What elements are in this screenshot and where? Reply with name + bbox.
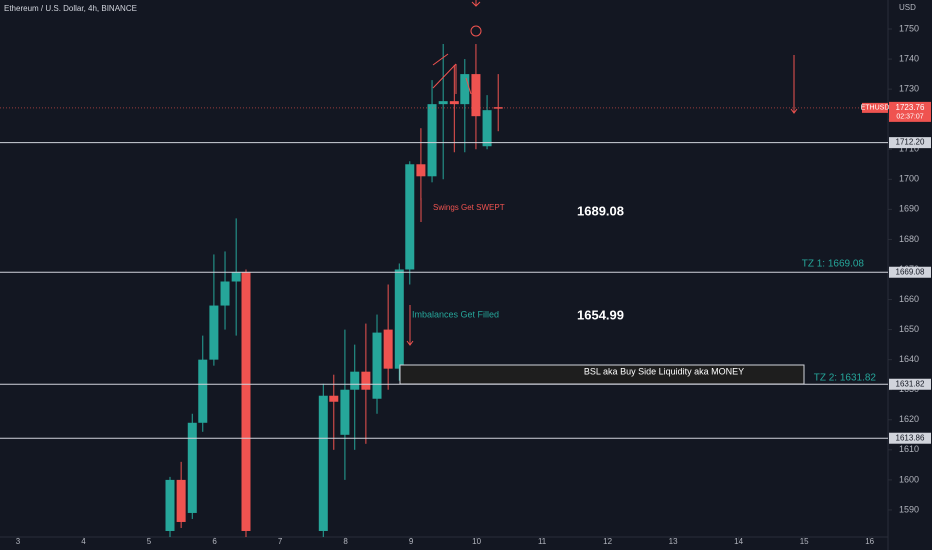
y-tick-label: 1650 xyxy=(899,324,919,334)
x-tick-label: 9 xyxy=(409,537,414,546)
candle-body xyxy=(329,395,339,402)
candle-body xyxy=(209,305,219,360)
price-tag xyxy=(889,101,931,122)
y-tick-label: 1690 xyxy=(899,204,919,214)
candle-body xyxy=(187,422,197,513)
y-tick-label: 1600 xyxy=(899,474,919,484)
candle-body xyxy=(427,104,437,177)
chart-title: Ethereum / U.S. Dollar, 4h, BINANCE xyxy=(4,4,137,13)
level-tag xyxy=(889,266,931,278)
axis-unit: USD xyxy=(899,3,916,12)
countdown-label: 02:37:07 xyxy=(896,114,923,121)
candle-body xyxy=(231,272,241,282)
x-tick-label: 15 xyxy=(800,537,809,546)
level-label: 1613.86 xyxy=(896,433,925,442)
symbol-tag xyxy=(862,102,888,113)
x-tick-label: 7 xyxy=(278,537,283,546)
candle-body xyxy=(449,101,459,105)
x-tick-label: 11 xyxy=(538,537,547,546)
candle-body xyxy=(350,371,360,390)
x-tick-label: 14 xyxy=(734,537,743,546)
x-tick-label: 10 xyxy=(472,537,481,546)
imbalance-arrow xyxy=(406,305,414,346)
candle-body xyxy=(471,74,481,117)
target-arrow xyxy=(790,55,798,114)
level-tag xyxy=(889,378,931,390)
smiley xyxy=(470,25,482,37)
annotation: Imbalances Get Filled xyxy=(412,309,499,319)
candle-body xyxy=(176,479,186,522)
candle-body xyxy=(372,332,382,399)
candle-body xyxy=(460,74,470,105)
y-tick-label: 1660 xyxy=(899,294,919,304)
candle-body xyxy=(383,329,393,369)
y-tick-label: 1740 xyxy=(899,53,919,63)
y-tick-label: 1590 xyxy=(899,504,919,514)
candle-body xyxy=(416,164,426,177)
x-tick-label: 8 xyxy=(343,537,348,546)
y-tick-label: 1730 xyxy=(899,83,919,93)
swing-arrows xyxy=(432,53,472,95)
candle-body xyxy=(361,371,371,390)
y-tick-label: 1700 xyxy=(899,174,919,184)
y-tick-label: 1640 xyxy=(899,354,919,364)
annotation: 1654.99 xyxy=(577,307,624,322)
y-tick-label: 1680 xyxy=(899,234,919,244)
symbol-label: ETHUSD xyxy=(861,105,890,112)
annotation: TZ 2: 1631.82 xyxy=(814,373,877,384)
y-tick-label: 1610 xyxy=(899,444,919,454)
candle-body xyxy=(405,164,415,270)
candle-body xyxy=(438,101,448,105)
candle-body xyxy=(165,479,175,531)
candle-body xyxy=(318,395,328,531)
annotation: BSL aka Buy Side Liquidity aka MONEY xyxy=(584,366,744,376)
x-tick-label: 13 xyxy=(669,537,678,546)
level-label: 1631.82 xyxy=(896,379,925,388)
candle-body xyxy=(198,359,208,423)
annotation: TZ 1: 1669.08 xyxy=(802,259,865,270)
candle-body xyxy=(220,281,230,306)
candle-body xyxy=(241,272,251,531)
annotation: Swings Get SWEPT xyxy=(433,203,505,212)
level-label: 1669.08 xyxy=(896,267,925,276)
y-tick-label: 1750 xyxy=(899,23,919,33)
arrow-down xyxy=(471,0,481,7)
price-label: 1723.76 xyxy=(896,103,925,112)
y-tick-label: 1710 xyxy=(899,144,919,154)
arrows xyxy=(406,0,798,346)
x-tick-label: 12 xyxy=(603,537,612,546)
candle-body xyxy=(394,269,404,369)
x-tick-label: 6 xyxy=(212,537,217,546)
annotation: 1689.08 xyxy=(577,203,624,218)
level-label: 1712.20 xyxy=(896,138,925,147)
plot xyxy=(165,44,503,537)
y-tick-label: 1620 xyxy=(899,414,919,424)
level-tag xyxy=(889,137,931,149)
x-tick-label: 5 xyxy=(147,537,152,546)
x-tick-label: 3 xyxy=(16,537,21,546)
level-tag xyxy=(889,432,931,444)
candle-body xyxy=(340,389,350,435)
candle-body xyxy=(482,110,492,147)
x-tick-label: 4 xyxy=(81,537,86,546)
x-tick-label: 16 xyxy=(865,537,874,546)
